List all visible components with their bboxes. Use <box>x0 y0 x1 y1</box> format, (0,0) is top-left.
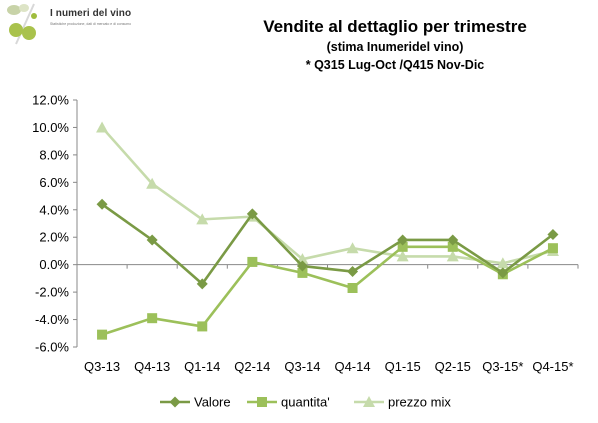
y-tick-label: 2.0% <box>39 230 69 245</box>
y-tick-label: 10.0% <box>32 120 69 135</box>
x-tick-label: Q4-14 <box>334 359 370 374</box>
data-point-square <box>247 256 258 267</box>
y-tick-label: -4.0% <box>35 312 69 327</box>
data-point-square <box>97 329 108 340</box>
data-point-triangle <box>496 257 509 269</box>
data-point-triangle <box>446 250 459 262</box>
y-tick-label: 8.0% <box>39 147 69 162</box>
data-point-diamond <box>547 228 559 240</box>
data-point-diamond <box>497 267 509 279</box>
x-tick-label: Q4-13 <box>134 359 170 374</box>
data-point-triangle <box>96 121 109 133</box>
legend-marker-square <box>257 397 267 407</box>
y-tick-label: 6.0% <box>39 175 69 190</box>
series-line <box>101 245 554 336</box>
data-point-square <box>347 282 358 293</box>
x-tick-label: Q4-15* <box>532 359 573 374</box>
data-point-diamond <box>347 266 359 278</box>
data-point-diamond <box>96 198 108 210</box>
data-point-diamond <box>296 260 308 272</box>
series-line <box>101 203 554 286</box>
y-tick-label: -6.0% <box>35 340 69 355</box>
series-square <box>97 241 558 340</box>
legend-label: quantita' <box>281 395 330 410</box>
data-point-diamond <box>146 234 158 246</box>
data-point-diamond <box>246 208 258 220</box>
chart-subtitle: (stima Inumeridel vino) <box>326 40 464 54</box>
data-point-diamond <box>397 234 409 246</box>
data-point-triangle <box>196 213 209 225</box>
data-point-triangle <box>396 250 409 262</box>
x-tick-label: Q3-15* <box>482 359 523 374</box>
legend-marker-triangle <box>363 396 375 407</box>
y-tick-label: 0.0% <box>39 257 69 272</box>
data-point-triangle <box>346 242 359 254</box>
data-point-square <box>197 321 208 332</box>
chart-axes: -6.0% -4.0% -2.0% 0.0% 2.0% 4.0% 6.0% 8.0% 10.0%… <box>32 93 579 374</box>
series-diamond <box>96 198 559 290</box>
data-point-diamond <box>447 234 459 246</box>
y-tick-label: 12.0% <box>32 93 69 108</box>
x-tick-label: Q1-15 <box>385 359 421 374</box>
x-tick-label: Q3-14 <box>284 359 320 374</box>
legend-marker-diamond <box>169 396 181 408</box>
chart-note: * Q315 Lug-Oct /Q415 Nov-Dic <box>305 58 485 72</box>
data-point-square <box>547 243 558 254</box>
chart-title: Vendite al dettaglio per trimestre <box>263 17 527 36</box>
x-tick-label: Q1-14 <box>184 359 220 374</box>
data-point-square <box>147 313 158 324</box>
data-point-square <box>297 267 308 278</box>
x-tick-label: Q2-14 <box>234 359 270 374</box>
logo: I numeri del vino Statistiche produzione… <box>0 0 142 46</box>
chart-legend: Valore quantita' prezzo mix <box>160 395 451 410</box>
logo-name: I numeri del vino <box>50 8 132 19</box>
legend-label: prezzo mix <box>388 395 451 410</box>
logo-mark-icon <box>7 3 37 45</box>
data-point-diamond <box>196 278 208 290</box>
y-tick-label: 4.0% <box>39 202 69 217</box>
y-tick-label: -2.0% <box>35 285 69 300</box>
logo-tagline: Statistiche produzione, dati di mercato … <box>50 22 132 26</box>
x-tick-label: Q2-15 <box>435 359 471 374</box>
data-point-square <box>447 241 458 252</box>
chart-series-group <box>96 121 559 340</box>
series-line <box>101 126 554 265</box>
legend-label: Valore <box>194 395 231 410</box>
data-point-triangle <box>146 177 159 189</box>
series-triangle <box>96 121 559 269</box>
data-point-square <box>397 241 408 252</box>
x-tick-label: Q3-13 <box>84 359 120 374</box>
